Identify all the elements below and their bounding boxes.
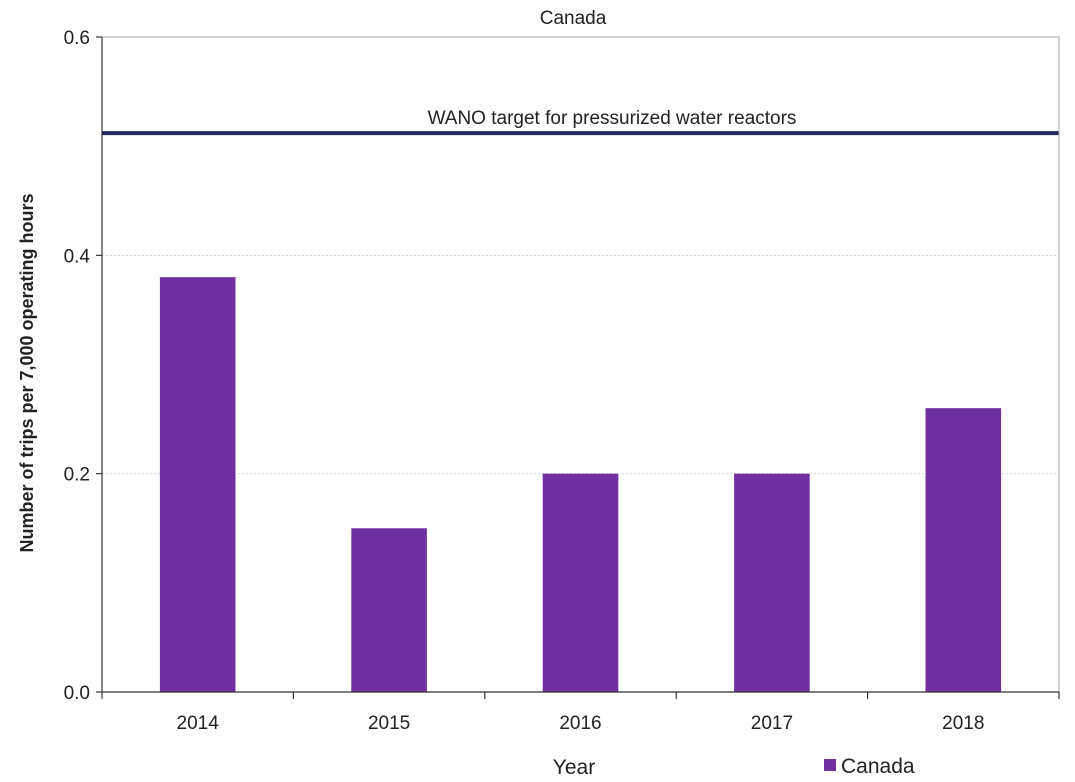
x-tick-labels: 2014 2015 2016 2017 2018 — [177, 713, 985, 734]
bar-2016 — [542, 473, 619, 692]
legend-swatch-canada — [824, 759, 836, 771]
y-tick-label: 0.4 — [64, 246, 91, 267]
x-tick-label: 2016 — [559, 713, 601, 734]
y-tick-labels: 0.0 0.2 0.4 0.6 — [64, 28, 91, 704]
bar-2015 — [351, 528, 427, 692]
x-axis-title: Year — [553, 756, 595, 779]
y-axis-title: Number of trips per 7,000 operating hour… — [17, 193, 37, 552]
legend: Canada — [824, 755, 915, 778]
x-tick-label: 2014 — [177, 713, 220, 734]
y-tick-label: 0.2 — [64, 465, 90, 486]
chart-title: Canada — [540, 8, 607, 29]
gridlines — [102, 36, 1059, 475]
x-tick-label: 2015 — [368, 713, 410, 734]
x-tick-label: 2017 — [751, 713, 793, 734]
y-tick-label: 0.6 — [64, 28, 90, 49]
bar-2018 — [925, 408, 1002, 692]
axes — [96, 36, 1060, 699]
y-tick-label: 0.0 — [64, 683, 90, 704]
reference-line-label: WANO target for pressurized water reacto… — [428, 108, 797, 129]
reference-line-group: WANO target for pressurized water reacto… — [102, 108, 1059, 136]
x-tick-label: 2018 — [942, 713, 984, 734]
bar-2014 — [159, 277, 236, 692]
bar-2017 — [734, 473, 810, 692]
legend-label-canada: Canada — [841, 755, 915, 778]
bars — [159, 277, 1002, 692]
